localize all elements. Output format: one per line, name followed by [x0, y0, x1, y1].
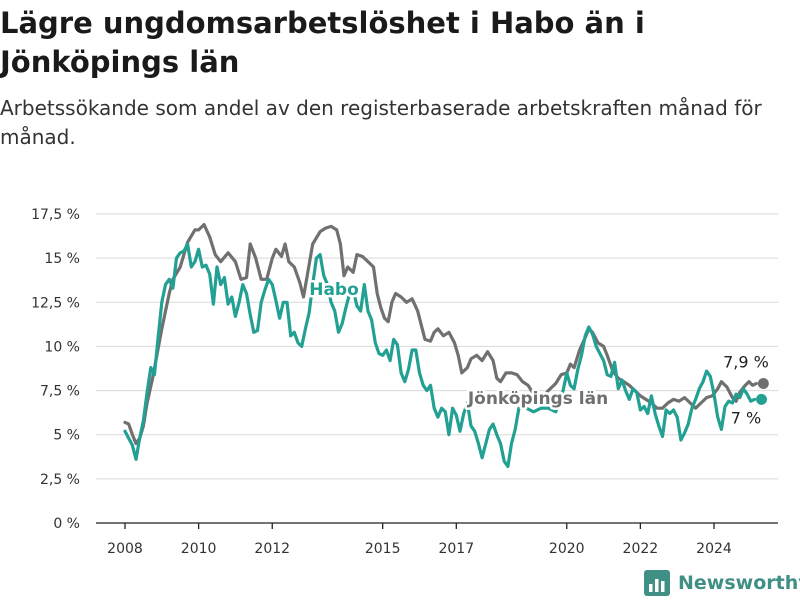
y-tick-label: 0 %	[53, 516, 80, 532]
y-tick-label: 17,5 %	[31, 207, 80, 223]
brand-logo: Newsworthy	[644, 568, 800, 598]
x-tick-label: 2020	[549, 541, 585, 557]
end-value-label: 7,9 %	[723, 353, 769, 372]
x-tick-label: 2008	[107, 541, 143, 557]
y-axis-tick-labels: 0 % 2,5 % 5 % 7,5 % 10 % 12,5 % 15 % 17,5 %	[31, 207, 80, 532]
x-tick-label: 2010	[181, 541, 217, 557]
chart-title: Lägre ungdomsarbetslöshet i Habo än i Jö…	[0, 6, 645, 79]
x-tick-label: 2015	[365, 541, 401, 557]
series-labels: 7,9 % 7 % Habo Jönköpings län	[307, 278, 769, 428]
grid-lines	[96, 213, 778, 524]
chart-subtitle: Arbetssökande som andel av den registerb…	[0, 96, 762, 149]
x-axis: 2008 2010 2012 2015 2017 2020 2022 2024	[96, 522, 778, 557]
y-tick-label: 7,5 %	[40, 384, 80, 400]
series-end-dot	[755, 393, 767, 405]
x-tick-label: 2022	[623, 541, 659, 557]
series-end-dot	[757, 378, 769, 390]
y-tick-label: 15 %	[44, 251, 80, 267]
y-tick-label: 5 %	[53, 428, 80, 444]
series-lines	[123, 223, 769, 469]
x-tick-label: 2012	[254, 541, 290, 557]
series-name-label: Habo	[309, 280, 359, 300]
y-tick-label: 10 %	[44, 339, 80, 355]
x-tick-label: 2017	[438, 541, 474, 557]
x-tick-label: 2024	[696, 541, 732, 557]
series-name-label: Jönköpings län	[467, 389, 608, 409]
end-value-label: 7 %	[731, 408, 761, 427]
y-tick-label: 2,5 %	[40, 472, 80, 488]
y-tick-label: 12,5 %	[31, 295, 80, 311]
brand-name: Newsworthy	[678, 572, 800, 594]
bar-chart-logo-icon	[644, 570, 670, 596]
series-line-habo	[123, 242, 757, 469]
